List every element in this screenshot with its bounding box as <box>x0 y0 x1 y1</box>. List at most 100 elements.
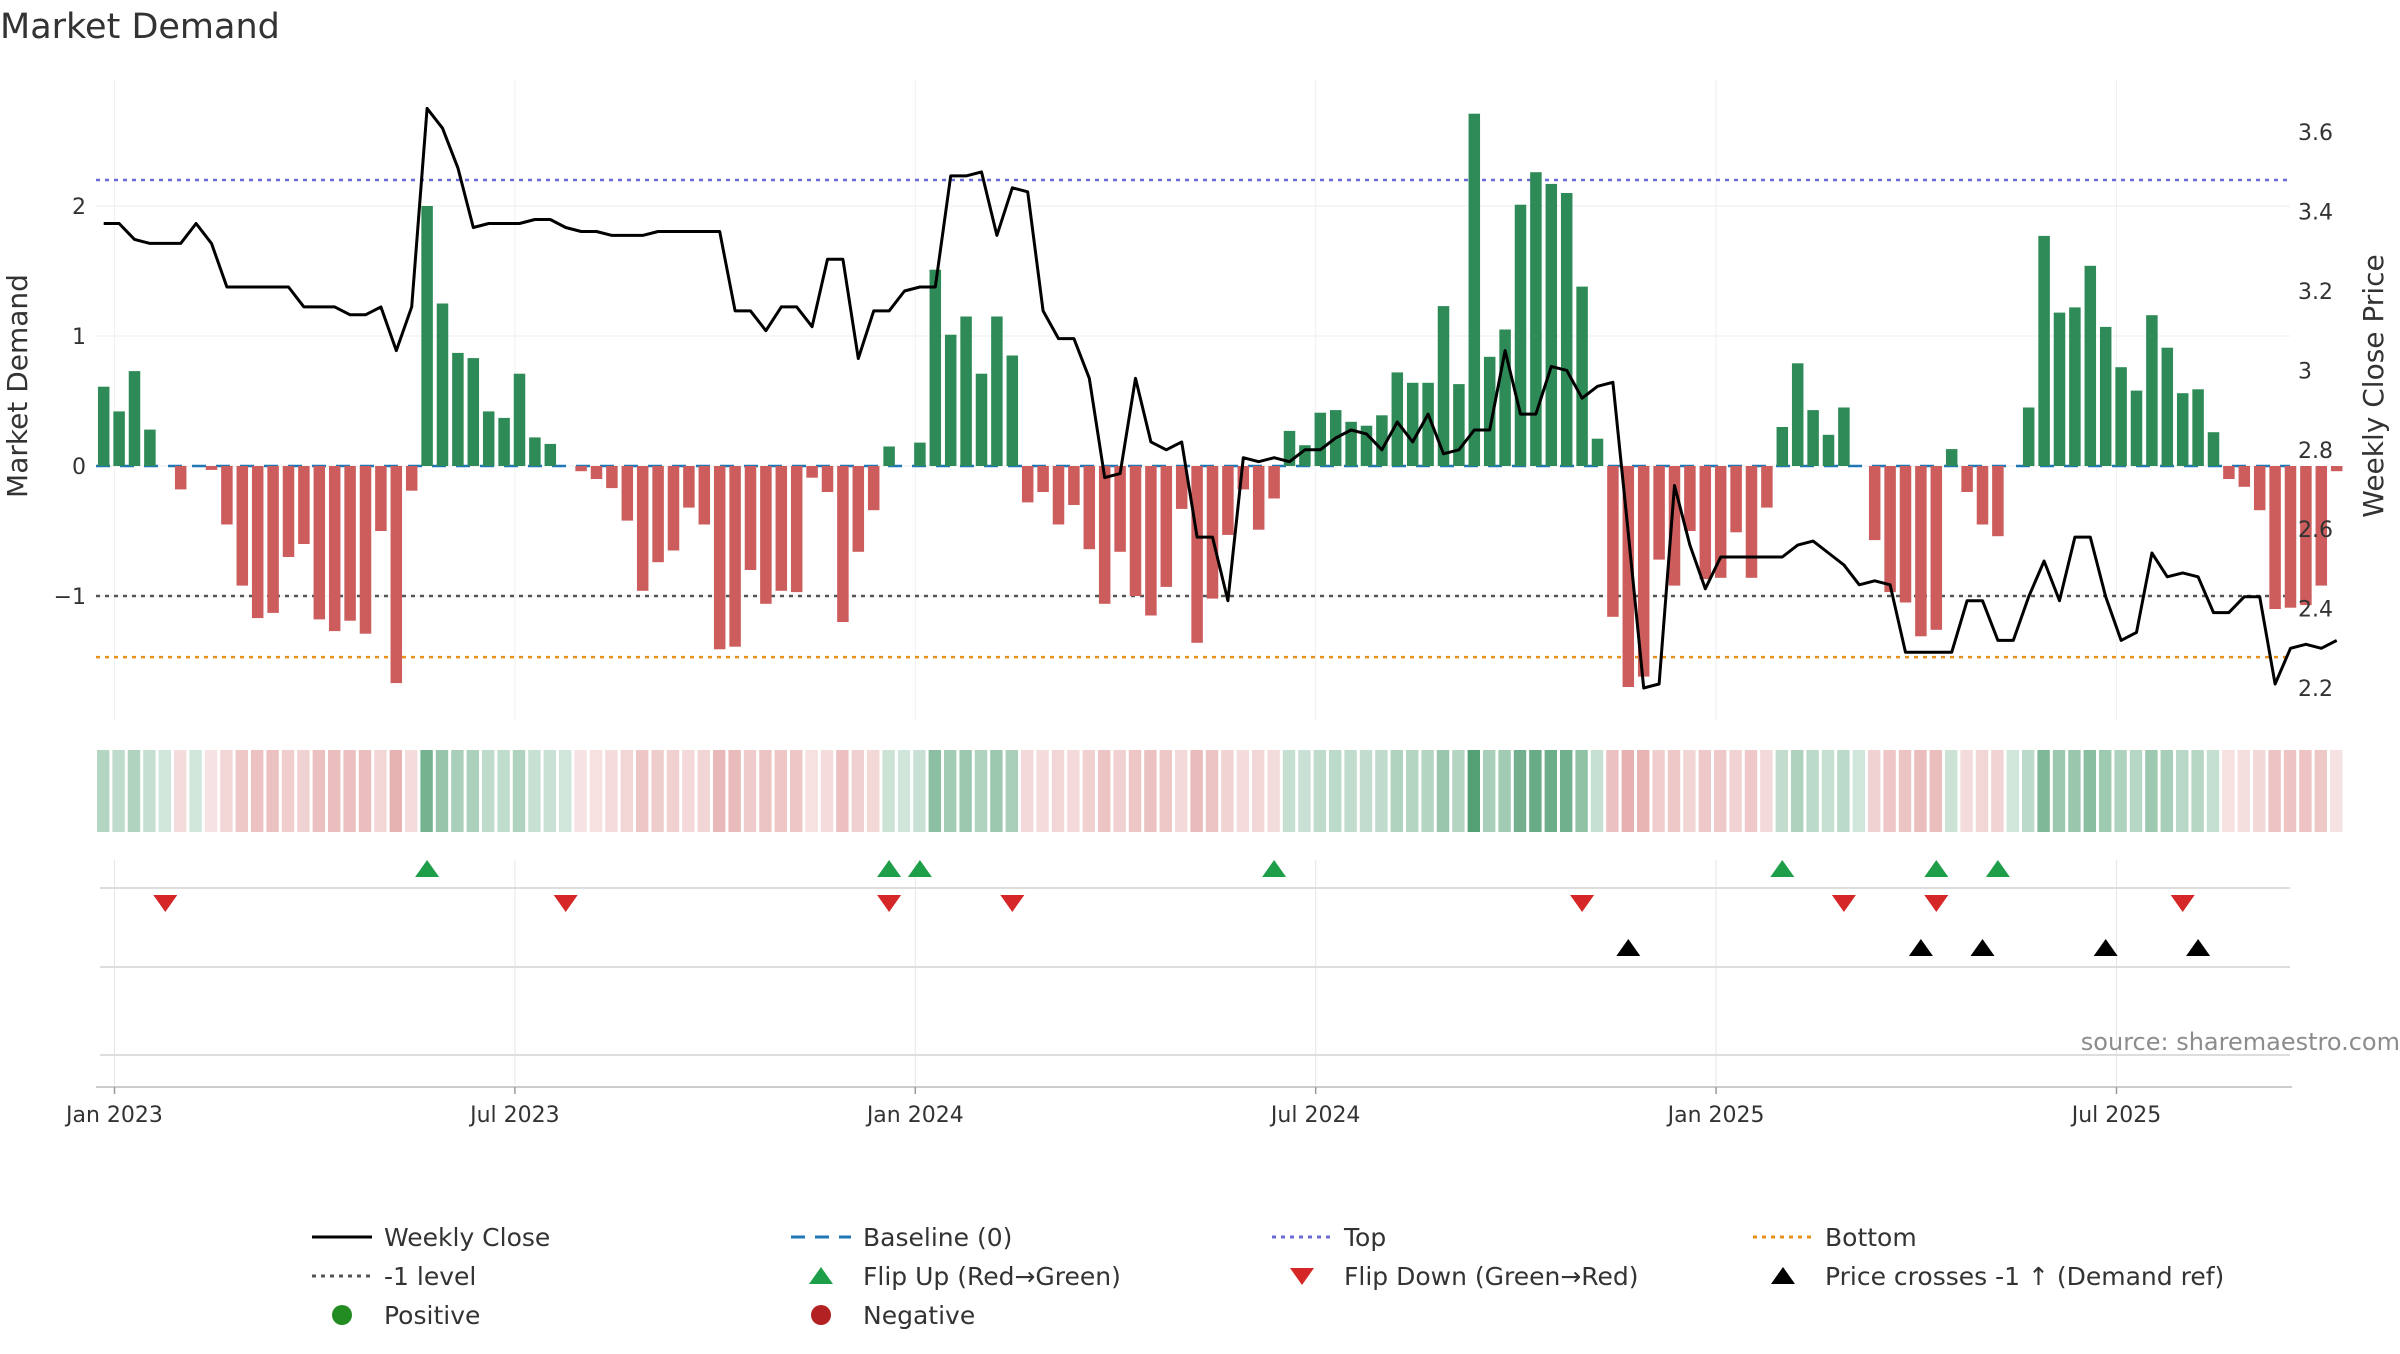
heat-cell <box>1468 750 1480 832</box>
demand-bar <box>2177 393 2189 466</box>
demand-bar <box>1823 435 1835 466</box>
demand-bar <box>529 437 541 466</box>
demand-bar <box>1730 466 1742 532</box>
demand-bar <box>2131 391 2143 466</box>
heat-cell <box>2084 750 2096 832</box>
demand-bar <box>1145 466 1157 616</box>
heat-cell <box>1052 750 1064 832</box>
heat-cell <box>975 750 987 832</box>
heat-cell <box>1683 750 1695 832</box>
heat-cell <box>1113 750 1125 832</box>
y2-tick-label: 2.8 <box>2298 439 2333 464</box>
heat-cell <box>667 750 679 832</box>
heat-cell <box>2315 750 2327 832</box>
heat-cell <box>1190 750 1202 832</box>
demand-bar <box>729 466 741 647</box>
demand-bar <box>2146 315 2158 466</box>
legend-label: Negative <box>863 1301 975 1330</box>
demand-bar <box>1900 466 1912 603</box>
demand-bar <box>1268 466 1280 499</box>
heat-cell <box>852 750 864 832</box>
heat-cell <box>1067 750 1079 832</box>
demand-bar <box>883 447 895 467</box>
heat-cell <box>959 750 971 832</box>
demand-bar <box>283 466 295 557</box>
heat-cell <box>2007 750 2019 832</box>
demand-bar <box>699 466 711 525</box>
heat-cell <box>1083 750 1095 832</box>
demand-bar <box>1777 427 1789 466</box>
demand-bar <box>1084 466 1096 549</box>
heat-cell <box>2161 750 2173 832</box>
heat-cell <box>1036 750 1048 832</box>
y2-tick-label: 3.6 <box>2298 121 2333 146</box>
demand-bar <box>1546 184 1558 466</box>
heat-cell <box>282 750 294 832</box>
heat-cell <box>2191 750 2203 832</box>
x-tick-label: Jul 2025 <box>2070 1103 2162 1128</box>
heat-cell <box>1930 750 1942 832</box>
demand-bar <box>1869 466 1881 540</box>
heat-cell <box>621 750 633 832</box>
demand-bar <box>267 466 279 613</box>
demand-bar <box>1884 466 1896 592</box>
heat-cell <box>328 750 340 832</box>
heat-cell <box>744 750 756 832</box>
heat-cell <box>1267 750 1279 832</box>
demand-bar <box>806 466 818 478</box>
x-tick-label: Jan 2025 <box>1666 1103 1765 1128</box>
heat-cell <box>236 750 248 832</box>
y2-tick-label: 2.2 <box>2298 677 2333 702</box>
demand-bar <box>514 374 526 466</box>
demand-bar <box>683 466 695 508</box>
y2-axis-label: Weekly Close Price <box>2357 254 2390 517</box>
heat-cell <box>2130 750 2142 832</box>
heat-cell <box>682 750 694 832</box>
heat-cell <box>651 750 663 832</box>
heat-cell <box>2037 750 2049 832</box>
heat-cell <box>220 750 232 832</box>
demand-bar <box>98 387 110 466</box>
demand-bar <box>668 466 680 551</box>
demand-bar <box>914 443 926 466</box>
demand-bar <box>1653 466 1665 560</box>
demand-bar <box>1022 466 1033 502</box>
heat-cell <box>143 750 155 832</box>
heat-cell <box>2222 750 2234 832</box>
demand-bar <box>375 466 387 531</box>
demand-bar <box>2285 466 2297 608</box>
y-tick-label: 0 <box>72 455 86 480</box>
heat-cell <box>1668 750 1680 832</box>
heat-cell <box>405 750 417 832</box>
demand-bar <box>1607 466 1619 617</box>
demand-bar <box>483 411 495 466</box>
demand-bar <box>421 206 433 466</box>
demand-bar <box>1053 466 1065 525</box>
demand-bar <box>344 466 356 621</box>
heat-cell <box>1175 750 1187 832</box>
heat-cell <box>713 750 725 832</box>
heat-cell <box>2238 750 2250 832</box>
y2-tick-label: 3.4 <box>2298 201 2333 226</box>
demand-bar <box>652 466 664 562</box>
demand-bar <box>1561 193 1573 466</box>
y2-tick-label: 3 <box>2298 359 2312 384</box>
demand-bar <box>314 466 326 619</box>
heat-cell <box>1991 750 2003 832</box>
demand-bar <box>175 466 187 489</box>
heat-cell <box>882 750 894 832</box>
heat-cell <box>159 750 171 832</box>
heat-cell <box>1637 750 1649 832</box>
legend-swatch-positive <box>332 1305 352 1325</box>
demand-bar <box>1253 466 1265 530</box>
demand-bar <box>1592 439 1604 466</box>
demand-bar <box>1130 466 1142 596</box>
heat-cell <box>2299 750 2311 832</box>
heat-cell <box>174 750 186 832</box>
legend-label: Bottom <box>1825 1223 1917 1252</box>
chart-title: Market Demand <box>0 7 280 47</box>
heat-cell <box>1853 750 1865 832</box>
